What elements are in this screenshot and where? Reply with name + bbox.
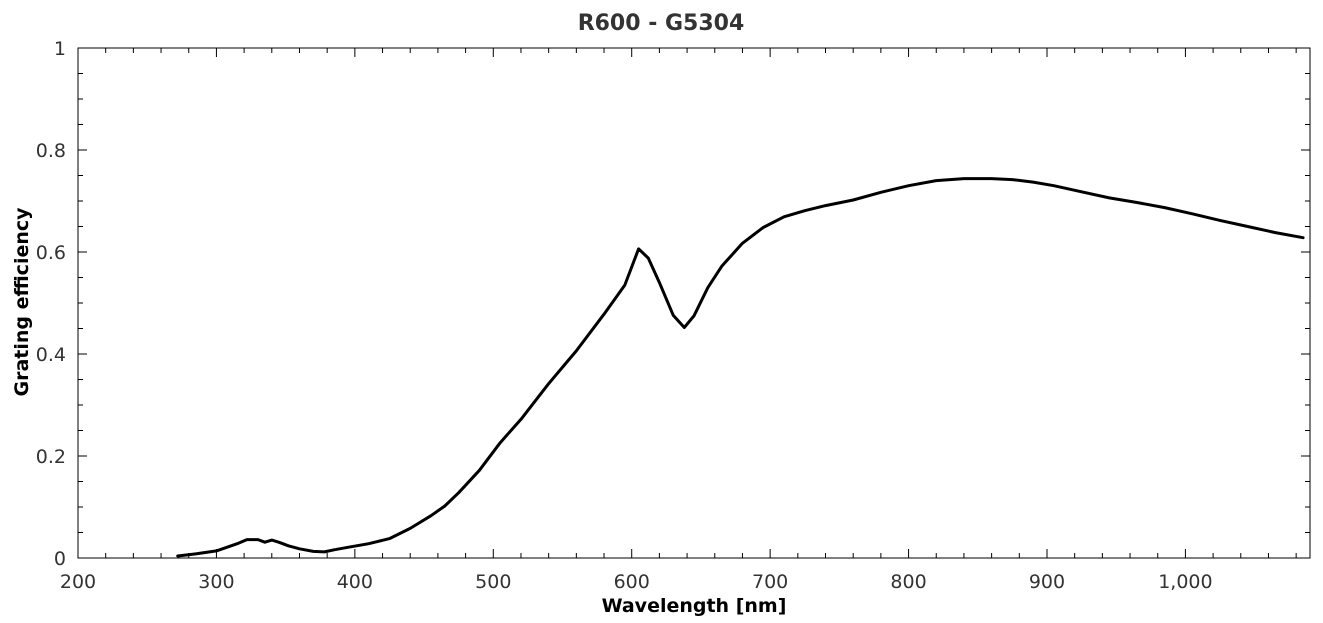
y-tick-label: 0.8 [36, 140, 66, 162]
y-tick-label: 0.6 [36, 242, 66, 264]
y-tick-label: 0 [54, 548, 66, 570]
efficiency-series-line [176, 177, 1305, 558]
y-tick-label: 0.4 [36, 344, 66, 366]
x-tick-label: 900 [1029, 571, 1065, 593]
x-tick-label: 500 [475, 571, 511, 593]
tick-labels: 200 300 400 500 600 700 800 900 1,000 0 0.2 0.4 0.6 0… [36, 38, 1213, 593]
x-tick-label: 700 [752, 571, 788, 593]
x-tick-label: 800 [890, 571, 926, 593]
series-layer [176, 177, 1305, 558]
chart-title: R600 - G5304 [578, 11, 745, 36]
y-axis-label: Grating efficiency [11, 207, 33, 397]
x-tick-label: 600 [614, 571, 650, 593]
x-axis-label: Wavelength [nm] [602, 595, 787, 617]
x-tick-label: 300 [198, 571, 234, 593]
x-tick-label: 200 [60, 571, 96, 593]
y-tick-label: 0.2 [36, 446, 66, 468]
x-tick-label: 400 [337, 571, 373, 593]
axis-ticks [77, 47, 1310, 559]
y-tick-label: 1 [54, 38, 66, 60]
x-tick-label: 1,000 [1158, 571, 1212, 593]
plot-frame [77, 47, 1311, 559]
